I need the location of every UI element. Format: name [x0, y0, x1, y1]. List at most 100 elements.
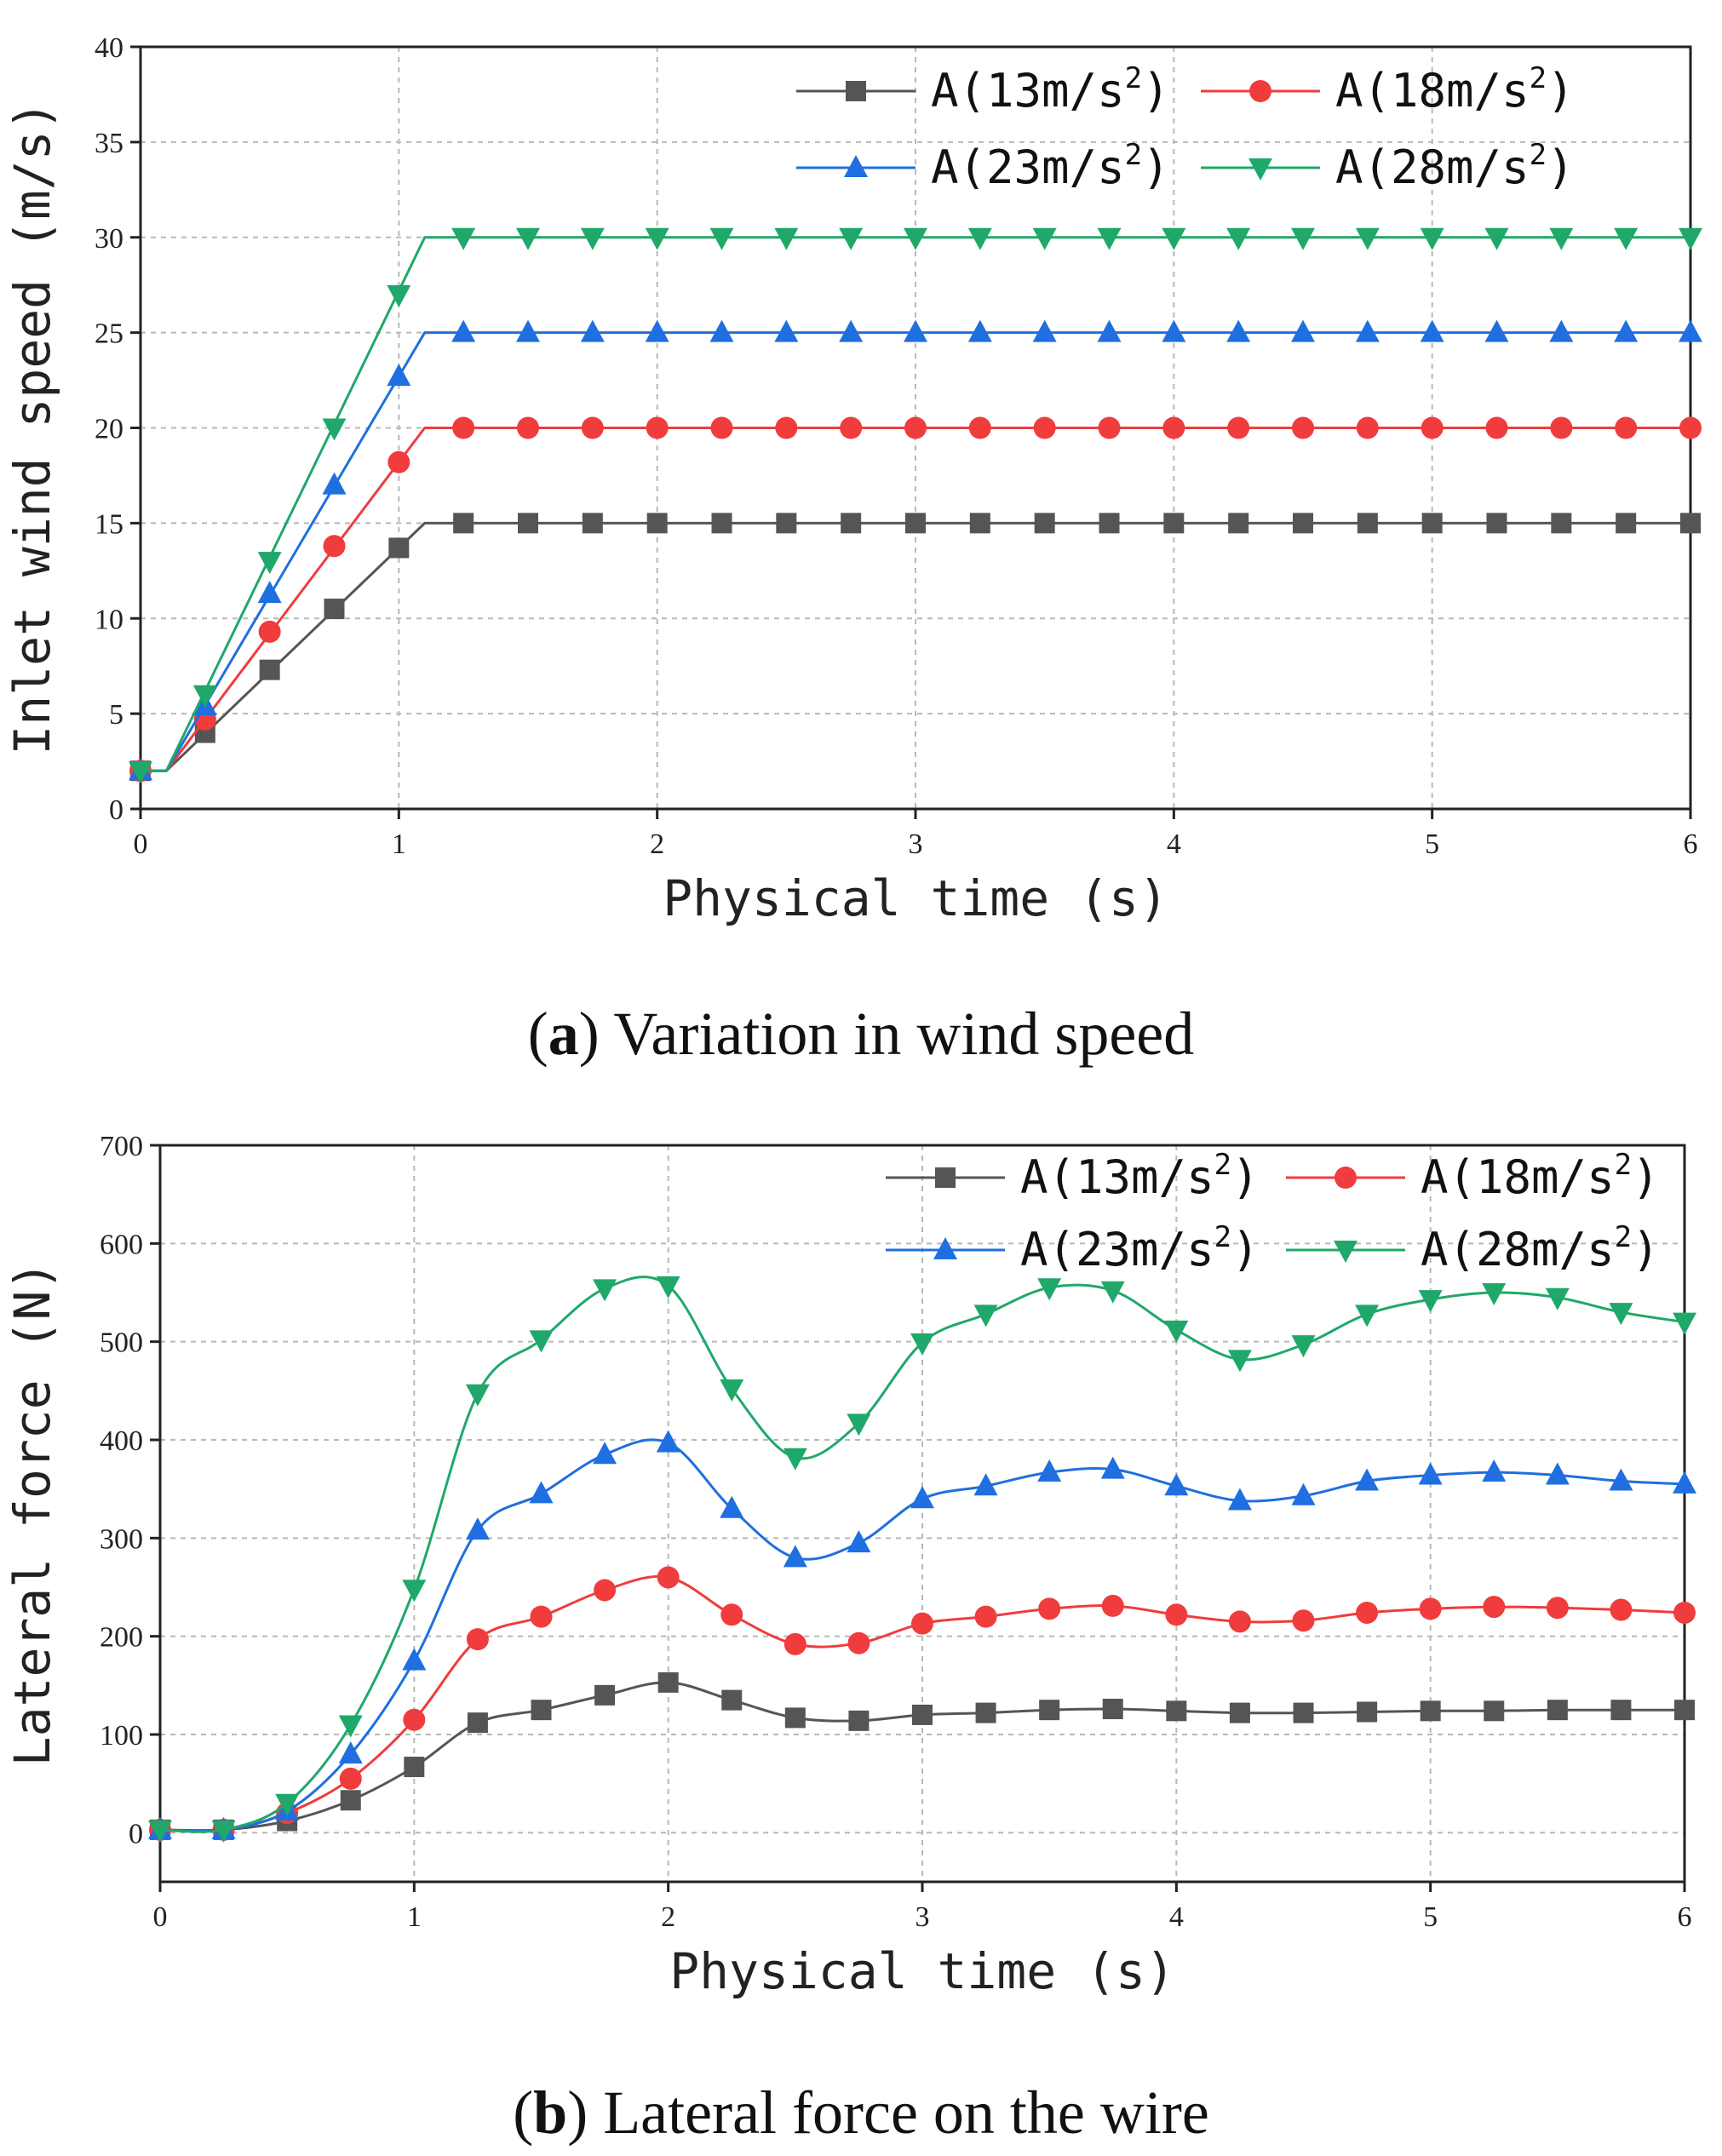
y-tick-label-1: 5	[109, 699, 123, 731]
series-0	[130, 513, 1701, 782]
y-tick-label-3: 300	[100, 1523, 143, 1555]
x-tick-label-6: 6	[1684, 829, 1698, 860]
data-point-0-13	[969, 513, 990, 534]
legend-label-0: A(13m/s2)	[931, 61, 1170, 118]
data-point-2-16	[1162, 319, 1186, 342]
data-point-1-16	[1165, 1603, 1188, 1626]
data-point-3-14	[1037, 1278, 1062, 1301]
legend-item-3: A(28m/s2)	[1201, 138, 1575, 194]
data-point-0-14	[1034, 513, 1055, 534]
data-point-3-1	[211, 1820, 236, 1843]
x-axis-title: Physical time (s)	[669, 1942, 1175, 2000]
data-point-1-15	[1101, 1594, 1124, 1617]
data-point-3-22	[1545, 1287, 1570, 1310]
data-point-1-10	[784, 1632, 806, 1655]
series-line-3	[141, 236, 1690, 772]
series-1	[149, 1566, 1696, 1841]
data-point-2-12	[910, 1486, 934, 1509]
data-point-2-23	[1614, 319, 1639, 342]
data-point-0-13	[975, 1702, 996, 1723]
data-point-2-13	[973, 1473, 998, 1496]
grid	[160, 1145, 1685, 1882]
legend-marker-0	[846, 81, 866, 101]
data-point-3-18	[1291, 1335, 1316, 1358]
data-point-3-7	[580, 227, 605, 250]
data-point-1-23	[1610, 1598, 1633, 1621]
y-tick-label-4: 400	[100, 1425, 143, 1457]
data-point-1-4	[403, 1708, 426, 1731]
data-point-0-5	[467, 1712, 488, 1734]
legend-label-2: A(23m/s2)	[1020, 1220, 1260, 1276]
data-point-2-11	[847, 1530, 871, 1553]
data-point-0-3	[324, 599, 345, 620]
data-point-3-22	[1549, 227, 1574, 250]
legend-label-3: A(28m/s2)	[1335, 138, 1575, 194]
data-point-3-4	[387, 284, 411, 307]
data-point-0-8	[646, 513, 668, 534]
data-point-1-5	[466, 1628, 489, 1651]
x-tick-label-0: 0	[153, 1901, 168, 1933]
data-point-0-15	[1102, 1699, 1123, 1720]
data-point-1-20	[1419, 1597, 1442, 1620]
data-point-1-8	[657, 1566, 680, 1589]
data-point-3-11	[847, 1413, 871, 1436]
data-point-1-17	[1227, 416, 1250, 439]
data-point-0-23	[1616, 513, 1637, 534]
x-tick-label-1: 1	[392, 829, 406, 860]
data-point-1-11	[847, 1631, 870, 1654]
data-point-3-16	[1164, 1320, 1189, 1343]
data-point-0-9	[721, 1689, 743, 1711]
data-point-1-12	[904, 416, 927, 439]
data-point-3-6	[516, 227, 540, 250]
data-point-2-20	[1418, 1462, 1443, 1485]
data-point-2-7	[580, 319, 605, 342]
y-tick-label-2: 200	[100, 1622, 143, 1654]
data-point-3-18	[1291, 227, 1315, 250]
legend-marker-2	[844, 155, 868, 177]
data-point-2-24	[1673, 1471, 1696, 1494]
y-tick-label-8: 40	[95, 32, 123, 64]
data-point-2-20	[1420, 319, 1444, 342]
data-point-2-19	[1355, 319, 1380, 342]
data-point-3-5	[465, 1384, 490, 1407]
series-3	[148, 1276, 1696, 1843]
data-point-3-15	[1097, 227, 1122, 250]
data-point-2-9	[709, 319, 734, 342]
data-point-3-9	[720, 1379, 744, 1402]
data-point-1-9	[720, 1603, 743, 1626]
data-point-1-6	[517, 416, 539, 439]
data-point-0-14	[1039, 1700, 1060, 1721]
data-point-1-20	[1421, 416, 1444, 439]
x-tick-label-4: 4	[1167, 829, 1181, 860]
data-point-2-10	[783, 1545, 807, 1568]
x-tick-label-6: 6	[1678, 1901, 1692, 1933]
y-tick-label-1: 100	[100, 1720, 143, 1752]
legend-item-2: A(23m/s2)	[886, 1220, 1260, 1276]
chart-lateral-force: 0 1 2 3 4 5 6 0 100 200 300 400 500 600 700 Physical ti…	[3, 1131, 1696, 2000]
data-point-3-14	[1032, 227, 1057, 250]
y-tick-label-7: 700	[100, 1131, 143, 1162]
data-point-2-8	[656, 1430, 680, 1453]
legend-marker-0	[935, 1167, 956, 1188]
series-1	[129, 416, 1702, 783]
data-point-0-12	[912, 1704, 933, 1725]
data-point-2-9	[720, 1495, 744, 1518]
data-point-2-18	[1291, 1482, 1316, 1505]
data-point-1-12	[911, 1612, 933, 1635]
data-point-1-21	[1483, 1596, 1506, 1619]
data-point-3-2	[257, 552, 282, 575]
data-point-0-8	[657, 1671, 679, 1693]
data-point-2-2	[257, 581, 282, 604]
data-point-2-5	[465, 1517, 490, 1540]
data-point-0-15	[1099, 513, 1120, 534]
y-tick-label-0: 0	[129, 1818, 143, 1849]
y-tick-label-5: 25	[95, 318, 123, 350]
legend-marker-3	[1248, 158, 1272, 181]
data-point-2-4	[387, 364, 411, 387]
data-point-2-6	[516, 319, 540, 342]
data-point-3-19	[1355, 227, 1380, 250]
legend-marker-3	[1334, 1241, 1358, 1263]
data-point-2-11	[839, 319, 864, 342]
legend-item-1: A(18m/s2)	[1286, 1148, 1660, 1204]
data-point-3-16	[1162, 227, 1186, 250]
